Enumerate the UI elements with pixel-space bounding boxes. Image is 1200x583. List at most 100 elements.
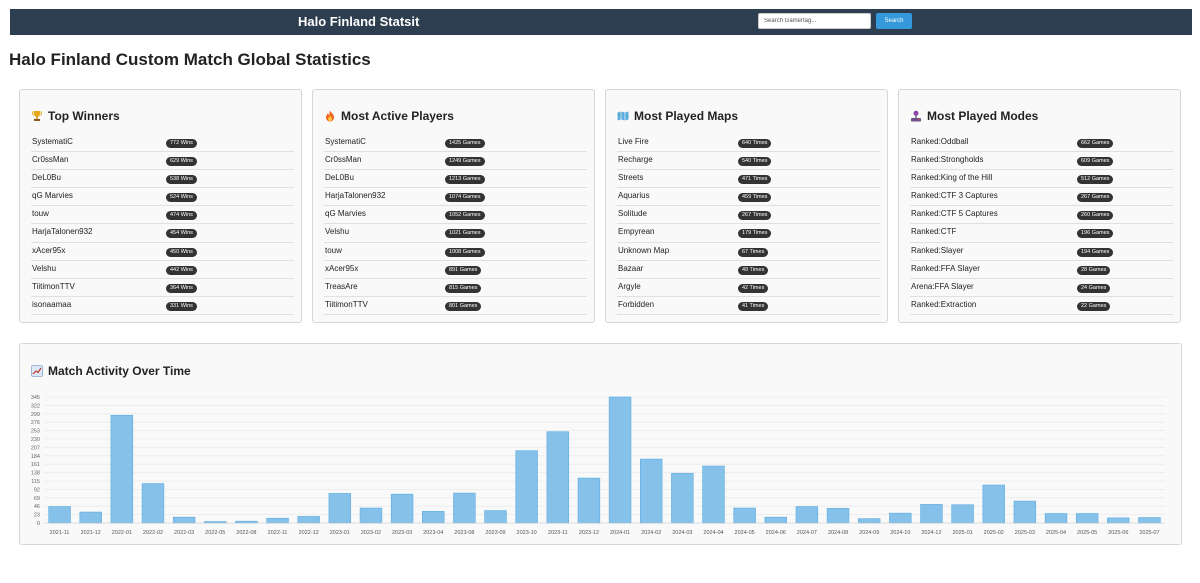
count-badge: 459 Times — [738, 193, 772, 203]
list-item: Ranked:CTF 5 Captures 260 Games — [910, 206, 1173, 225]
y-tick-label: 184 — [31, 454, 40, 460]
y-tick-label: 207 — [31, 445, 40, 451]
bar[interactable] — [141, 483, 165, 524]
card-list: SystematiC 1425 Games Cr0ssMan 1249 Games De… — [324, 134, 587, 315]
bar[interactable] — [546, 431, 569, 524]
list-item: Cr0ssMan 1249 Games — [324, 152, 587, 171]
map-icon — [617, 111, 629, 121]
bar[interactable] — [1138, 517, 1161, 524]
brand-title[interactable]: Halo Finland Statsit — [298, 14, 420, 29]
bar[interactable] — [1107, 517, 1130, 524]
list-item-name: Ranked:Oddball — [911, 137, 969, 146]
list-item: HarjaTalonen932 454 Wins — [31, 224, 294, 243]
count-badge: 42 Times — [738, 283, 769, 293]
bar[interactable] — [453, 492, 476, 524]
list-item-name: TiitimonTTV — [325, 299, 368, 309]
bar[interactable] — [671, 473, 694, 524]
bar[interactable] — [422, 511, 445, 524]
list-item-name: Ranked:CTF 5 Captures — [911, 209, 998, 219]
count-badge: 364 Wins — [166, 283, 197, 293]
count-badge: 524 Wins — [166, 193, 197, 203]
bar[interactable] — [857, 518, 881, 524]
match-activity-card: Match Activity Over Time 0 23 46 69 92 115 138… — [19, 343, 1182, 545]
bar[interactable] — [733, 507, 756, 524]
list-item: Ranked:Slayer 194 Games — [910, 243, 1173, 261]
x-tick-label: 2022-02 — [143, 530, 163, 536]
list-item: Arena:FFA Slayer 24 Games — [910, 279, 1173, 297]
x-tick-label: 2025-03 — [1015, 530, 1035, 536]
list-item-name: Velshu — [32, 263, 57, 273]
list-item: Velshu 1021 Games — [324, 224, 587, 243]
bar[interactable] — [608, 396, 632, 524]
card-list: Live Fire 640 Times Recharge 540 Times Stree… — [617, 134, 880, 315]
bar[interactable] — [951, 504, 974, 524]
bar[interactable] — [484, 510, 507, 524]
card-title: Top Winners — [48, 109, 120, 123]
bar[interactable] — [889, 512, 912, 524]
count-badge: 1008 Games — [445, 247, 485, 257]
bar[interactable] — [920, 504, 943, 524]
list-item-name: Ranked:CTF — [911, 227, 957, 237]
search-button[interactable]: Search — [876, 13, 912, 29]
list-item-name: SystematiC — [32, 137, 73, 146]
count-badge: 801 Games — [445, 301, 482, 311]
list-item-name: DeL0Bu — [325, 173, 354, 183]
card-list: SystematiC 772 Wins Cr0ssMan 629 Wins DeL0Bu… — [31, 134, 294, 315]
x-tick-label: 2023-08 — [454, 530, 474, 536]
bar[interactable] — [1075, 513, 1099, 524]
list-item-name: Unknown Map — [618, 245, 670, 255]
bar[interactable] — [982, 484, 1005, 524]
bar[interactable] — [515, 450, 538, 524]
count-badge: 474 Wins — [166, 211, 197, 221]
list-item: Ranked:CTF 196 Games — [910, 224, 1173, 243]
list-item-name: qG Marvies — [32, 191, 73, 201]
list-item-name: Solitude — [618, 209, 647, 219]
count-badge: 196 Games — [1077, 229, 1114, 239]
list-item: qG Marvies 1052 Games — [324, 206, 587, 225]
count-badge: 772 Wins — [166, 139, 197, 148]
list-item: touw 474 Wins — [31, 206, 294, 225]
page-title: Halo Finland Custom Match Global Statist… — [9, 50, 371, 69]
list-item-name: Ranked:CTF 3 Captures — [911, 191, 998, 201]
y-tick-label: 115 — [31, 479, 40, 485]
x-tick-label: 2025-02 — [984, 530, 1004, 536]
list-item: SystematiC 1425 Games — [324, 134, 587, 153]
bar[interactable] — [359, 507, 383, 524]
list-item-name: TreasAre — [325, 281, 358, 291]
bar[interactable] — [328, 493, 352, 524]
list-item: TiitimonTTV 364 Wins — [31, 279, 294, 297]
x-tick-label: 2024-07 — [797, 530, 817, 536]
count-badge: 267 Games — [1077, 193, 1114, 203]
bar[interactable] — [1013, 500, 1037, 524]
bar[interactable] — [48, 506, 71, 524]
y-tick-label: 322 — [31, 403, 40, 409]
chart-header: Match Activity Over Time — [31, 364, 191, 378]
bar[interactable] — [172, 516, 196, 524]
list-item: TiitimonTTV 801 Games — [324, 297, 587, 315]
y-tick-label: 69 — [34, 496, 40, 502]
bar[interactable] — [764, 516, 787, 524]
list-item: Recharge 540 Times — [617, 152, 880, 171]
bar[interactable] — [826, 508, 850, 524]
count-badge: 471 Times — [738, 175, 772, 185]
bar[interactable] — [577, 477, 601, 524]
bar[interactable] — [110, 414, 134, 524]
count-badge: 891 Games — [445, 265, 482, 275]
bar[interactable] — [266, 517, 289, 524]
search-gamertag-input[interactable] — [758, 13, 871, 29]
list-item-name: Cr0ssMan — [32, 155, 69, 165]
list-item-name: Aquarius — [618, 191, 650, 201]
x-tick-label: 2024-06 — [766, 530, 786, 536]
bar[interactable] — [297, 516, 320, 524]
bar[interactable] — [795, 506, 819, 524]
bar[interactable] — [702, 465, 725, 524]
chart-title: Match Activity Over Time — [48, 364, 191, 378]
bar[interactable] — [390, 493, 414, 524]
bar[interactable] — [79, 511, 102, 524]
x-tick-label: 2023-01 — [330, 530, 350, 536]
bar[interactable] — [640, 458, 663, 524]
list-item: Streets 471 Times — [617, 170, 880, 189]
bar[interactable] — [1044, 513, 1068, 524]
count-badge: 67 Times — [738, 247, 769, 257]
list-item-name: Recharge — [618, 155, 653, 165]
